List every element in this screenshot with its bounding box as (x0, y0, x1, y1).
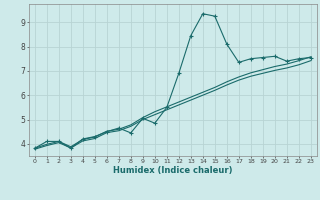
X-axis label: Humidex (Indice chaleur): Humidex (Indice chaleur) (113, 166, 233, 175)
